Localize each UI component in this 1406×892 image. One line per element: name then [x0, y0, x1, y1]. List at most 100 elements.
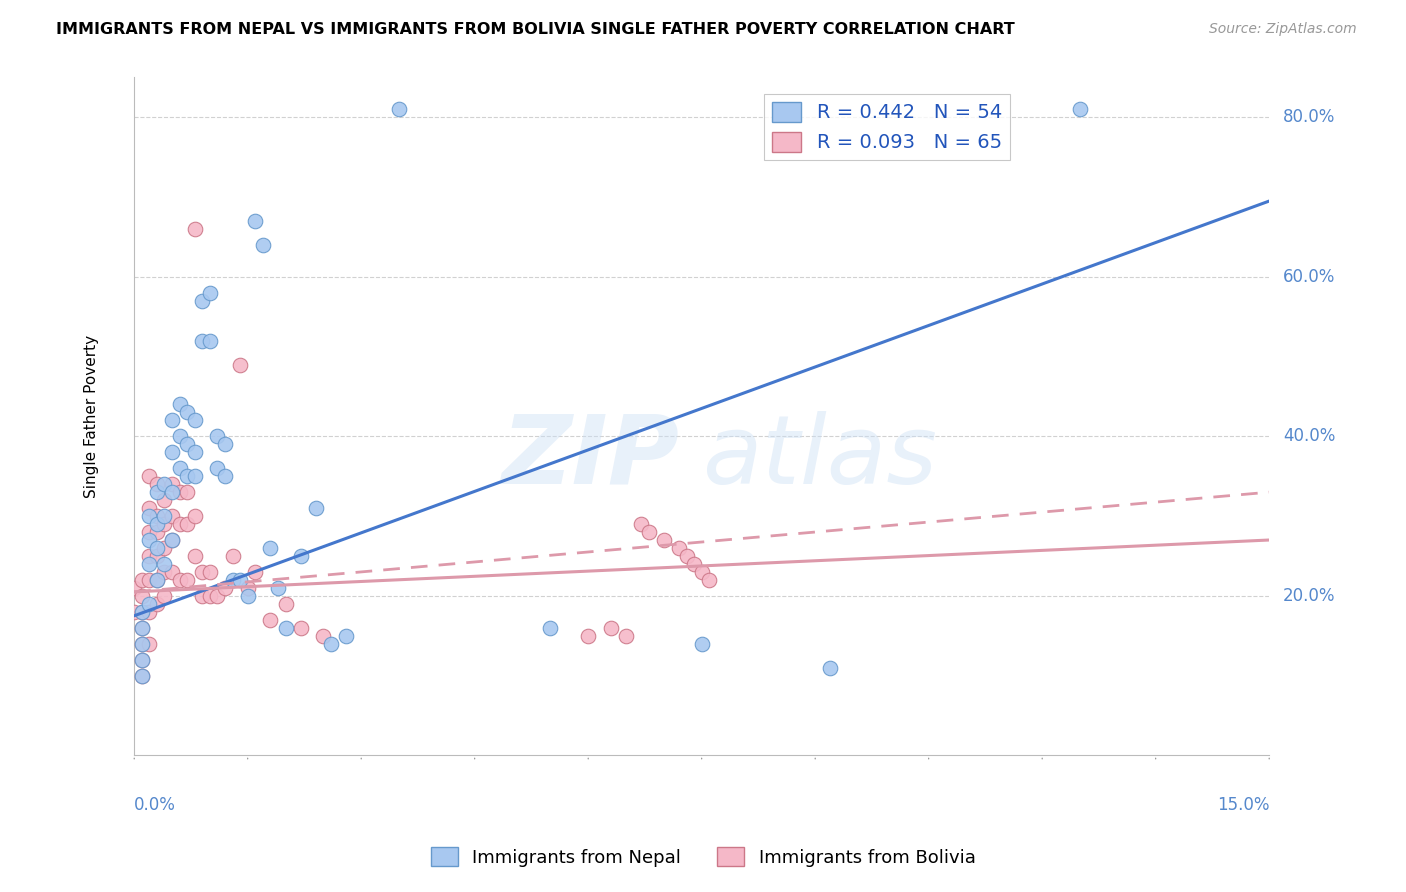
Point [153, 477, 176, 491]
Point [191, 565, 214, 579]
Point [146, 517, 169, 532]
Point [160, 533, 183, 547]
Point [169, 573, 191, 587]
Point [388, 103, 411, 117]
Point [191, 293, 214, 308]
Point [131, 605, 153, 619]
Text: Source: ZipAtlas.com: Source: ZipAtlas.com [1209, 22, 1357, 37]
Point [290, 549, 312, 563]
Point [146, 477, 169, 491]
Point [614, 629, 637, 643]
Point [319, 637, 342, 651]
Point [131, 637, 153, 651]
Point [198, 565, 221, 579]
Point [690, 637, 713, 651]
Point [176, 517, 198, 532]
Point [184, 469, 207, 483]
Point [176, 485, 198, 500]
Point [207, 461, 229, 475]
Point [576, 629, 599, 643]
Point [131, 621, 153, 635]
Point [198, 589, 221, 603]
Point [160, 485, 183, 500]
Point [221, 573, 243, 587]
Point [146, 549, 169, 563]
Text: Single Father Poverty: Single Father Poverty [83, 334, 98, 498]
Point [214, 469, 236, 483]
Point [169, 485, 191, 500]
Point [675, 549, 697, 563]
Point [184, 222, 207, 236]
Point [176, 405, 198, 419]
Point [191, 334, 214, 348]
Point [131, 589, 153, 603]
Point [274, 621, 297, 635]
Point [184, 549, 207, 563]
Text: 60.0%: 60.0% [1282, 268, 1336, 285]
Text: IMMIGRANTS FROM NEPAL VS IMMIGRANTS FROM BOLIVIA SINGLE FATHER POVERTY CORRELATI: IMMIGRANTS FROM NEPAL VS IMMIGRANTS FROM… [56, 22, 1015, 37]
Point [229, 358, 252, 372]
Point [236, 589, 259, 603]
Point [245, 565, 267, 579]
Point [335, 629, 357, 643]
Point [169, 517, 191, 532]
Point [214, 437, 236, 451]
Point [146, 573, 169, 587]
Point [198, 334, 221, 348]
Point [131, 668, 153, 682]
Text: 20.0%: 20.0% [1282, 587, 1336, 605]
Point [153, 493, 176, 508]
Legend: R = 0.442   N = 54, R = 0.093   N = 65: R = 0.442 N = 54, R = 0.093 N = 65 [765, 94, 1010, 161]
Point [184, 413, 207, 427]
Point [138, 637, 160, 651]
Point [668, 541, 690, 555]
Text: 80.0%: 80.0% [1282, 108, 1336, 127]
Point [138, 573, 160, 587]
Point [131, 637, 153, 651]
Text: 0.0%: 0.0% [134, 796, 176, 814]
Point [138, 533, 160, 547]
Point [207, 429, 229, 443]
Point [229, 573, 252, 587]
Point [153, 541, 176, 555]
Point [131, 605, 153, 619]
Point [138, 557, 160, 571]
Point [138, 509, 160, 524]
Point [207, 589, 229, 603]
Point [160, 533, 183, 547]
Point [259, 541, 281, 555]
Point [538, 621, 561, 635]
Point [176, 469, 198, 483]
Point [122, 605, 145, 619]
Point [138, 501, 160, 516]
Point [184, 509, 207, 524]
Point [153, 565, 176, 579]
Point [599, 621, 621, 635]
Point [153, 517, 176, 532]
Point [305, 501, 328, 516]
Point [146, 597, 169, 611]
Point [146, 524, 169, 539]
Point [191, 589, 214, 603]
Point [160, 445, 183, 459]
Point [169, 397, 191, 411]
Point [153, 589, 176, 603]
Point [131, 653, 153, 667]
Point [820, 660, 842, 674]
Point [160, 565, 183, 579]
Point [637, 524, 659, 539]
Point [176, 573, 198, 587]
Point [146, 485, 169, 500]
Point [245, 214, 267, 228]
Point [176, 437, 198, 451]
Point [252, 238, 274, 252]
Point [160, 477, 183, 491]
Text: 40.0%: 40.0% [1282, 427, 1336, 445]
Point [146, 573, 169, 587]
Point [690, 565, 713, 579]
Point [138, 469, 160, 483]
Point [138, 597, 160, 611]
Point [652, 533, 675, 547]
Point [160, 413, 183, 427]
Point [138, 605, 160, 619]
